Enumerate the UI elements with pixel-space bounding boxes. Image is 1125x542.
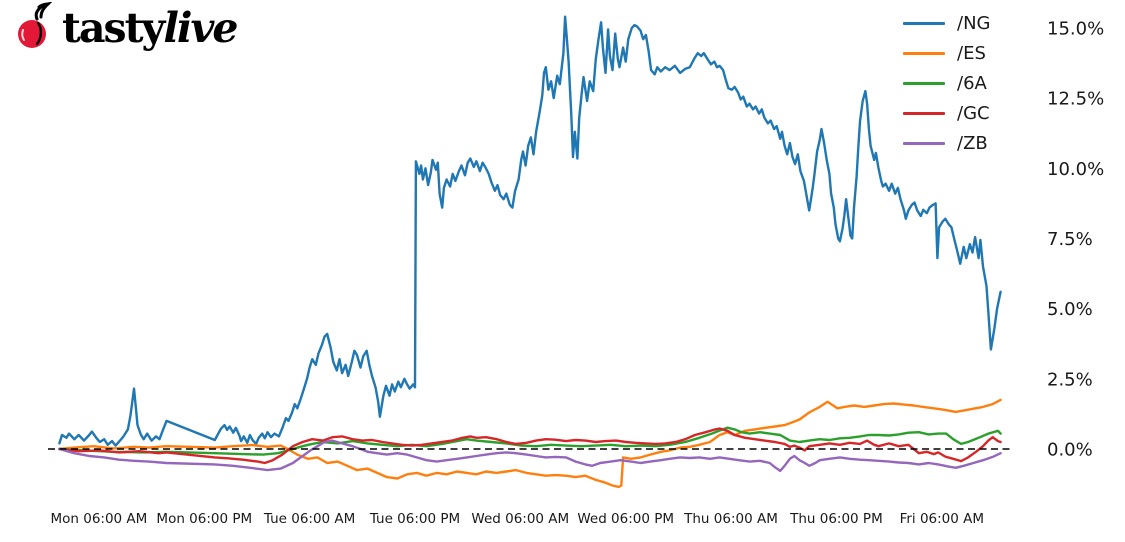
legend-label-es: /ES (957, 42, 986, 64)
legend-label-zb: /ZB (957, 132, 988, 154)
legend-label-gc: /GC (957, 102, 990, 124)
cherry-icon (18, 2, 53, 48)
legend-line-es (903, 51, 945, 55)
legend-item-gc: /GC (903, 98, 1053, 128)
brand-live: live (163, 4, 238, 52)
legend-line-ng (903, 21, 945, 25)
x-tick-label: Tue 06:00 PM (369, 511, 460, 527)
y-tick-label: 7.5% (1047, 229, 1093, 250)
series-line-ng (58, 15, 1002, 447)
y-tick-label: 2.5% (1047, 369, 1093, 390)
tastylive-logo: tastylive (10, 2, 238, 54)
legend-item-ng: /NG (903, 8, 1053, 38)
y-tick-label: 12.5% (1047, 89, 1104, 110)
y-tick-label: 0.0% (1047, 440, 1093, 461)
x-tick-label: Tue 06:00 AM (263, 511, 355, 527)
series-line-es (58, 398, 1002, 489)
x-tick-label: Thu 06:00 AM (683, 511, 778, 527)
x-tick-label: Fri 06:00 AM (900, 511, 984, 527)
x-tick-label: Mon 06:00 PM (156, 511, 252, 527)
x-tick-label: Thu 06:00 PM (789, 511, 883, 527)
legend-item-zb: /ZB (903, 128, 1053, 158)
y-tick-label: 15.0% (1047, 18, 1104, 39)
series-line-6a (58, 426, 1002, 456)
series-line-gc (58, 427, 1002, 465)
legend-label-ng: /NG (957, 12, 991, 34)
legend-item-es: /ES (903, 38, 1053, 68)
chart-legend: /NG /ES /6A /GC /ZB (903, 8, 1053, 158)
legend-line-6a (903, 81, 945, 85)
legend-line-zb (903, 141, 945, 145)
x-tick-label: Mon 06:00 AM (50, 511, 147, 527)
legend-label-6a: /6A (957, 72, 987, 94)
x-tick-label: Wed 06:00 AM (471, 511, 569, 527)
legend-item-6a: /6A (903, 68, 1053, 98)
x-tick-label: Wed 06:00 PM (577, 511, 674, 527)
brand-tasty: tasty (62, 4, 165, 52)
y-tick-label: 10.0% (1047, 159, 1104, 180)
legend-line-gc (903, 111, 945, 115)
y-tick-label: 5.0% (1047, 299, 1093, 320)
brand-wordmark: tastylive (62, 4, 238, 52)
